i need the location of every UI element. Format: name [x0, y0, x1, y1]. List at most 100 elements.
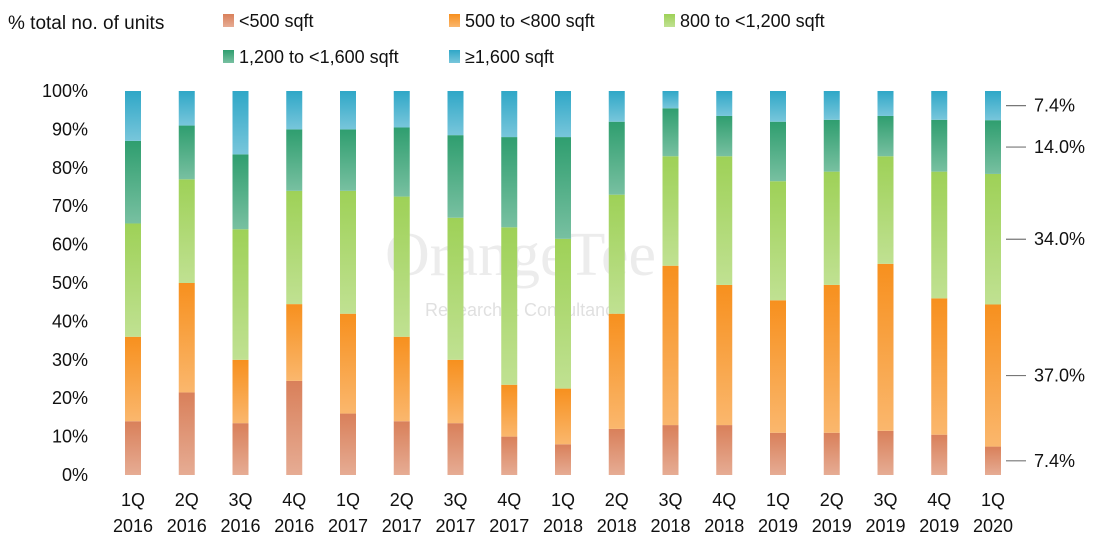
bar-segment	[340, 413, 356, 475]
bar-segment	[877, 430, 894, 475]
bar-segment	[985, 173, 1001, 305]
x-tick-label: 3Q	[873, 490, 897, 510]
bar-stack	[555, 91, 571, 475]
bar-segment	[340, 190, 356, 314]
x-tick-label: 2016	[274, 516, 314, 536]
bar-segment	[232, 154, 249, 230]
legend-swatch-800-to-1-200-sqft	[664, 14, 675, 27]
bar-segment	[286, 380, 303, 475]
bar-segment	[662, 91, 679, 109]
bar-segment	[770, 432, 786, 475]
bar-stack	[770, 91, 786, 475]
x-tick-label: 2018	[650, 516, 690, 536]
bar-segment	[286, 129, 303, 191]
bar-stack	[662, 91, 679, 475]
annotation-label: 37.0%	[1034, 366, 1085, 386]
bar-segment	[286, 304, 303, 381]
bar-segment	[393, 127, 410, 197]
x-tick-label: 2019	[919, 516, 959, 536]
bar-segment	[555, 444, 571, 475]
annotation-label: 7.4%	[1034, 451, 1075, 471]
x-tick-label: 3Q	[228, 490, 252, 510]
bars	[125, 91, 1001, 475]
bar-segment	[555, 388, 571, 445]
bar-segment	[340, 91, 356, 130]
bar-segment	[662, 156, 679, 266]
bar-segment	[823, 91, 840, 120]
y-axis-title: % total no. of units	[8, 13, 164, 34]
bar-segment	[447, 135, 464, 218]
y-tick-label: 90%	[52, 119, 88, 139]
x-tick-label: 1Q	[336, 490, 360, 510]
bar-segment	[931, 298, 948, 435]
bar-segment	[877, 115, 894, 157]
bar-segment	[608, 121, 625, 195]
x-tick-label: 2Q	[175, 490, 199, 510]
x-tick-label: 2019	[758, 516, 798, 536]
bar-segment	[662, 265, 679, 426]
bar-segment	[125, 421, 141, 475]
y-tick-label: 60%	[52, 235, 88, 255]
x-tick-label: 2Q	[820, 490, 844, 510]
legend: <500 sqft 500 to <800 sqft 800 to <1,200 s…	[223, 11, 825, 67]
x-tick-label: 4Q	[927, 490, 951, 510]
bar-stack	[931, 91, 948, 475]
x-tick-label: 2017	[328, 516, 368, 536]
bar-segment	[770, 181, 786, 301]
x-tick-label: 2016	[113, 516, 153, 536]
bar-segment	[232, 423, 249, 475]
x-tick-label: 4Q	[712, 490, 736, 510]
legend-label-1: <500 sqft	[239, 11, 314, 31]
bar-segment	[178, 125, 195, 180]
bar-stack	[823, 91, 840, 475]
bar-stack	[340, 91, 356, 475]
bar-segment	[985, 446, 1001, 475]
bar-segment	[823, 284, 840, 433]
bar-segment	[178, 392, 195, 475]
bar-segment	[393, 196, 410, 337]
bar-segment	[823, 119, 840, 172]
bar-segment	[931, 171, 948, 299]
x-axis-ticks: 1Q 2016 2Q 2016 3Q 2016 4Q 2016 1Q 2017 2Q 2017 3Q 20…	[113, 490, 1013, 536]
bar-segment	[178, 283, 195, 393]
x-tick-label: 2018	[597, 516, 637, 536]
bar-stack	[393, 91, 410, 475]
annotations: 7.4% 14.0% 34.0% 37.0% 7.4%	[1006, 96, 1085, 471]
bar-stack	[877, 91, 894, 475]
annotation-label: 7.4%	[1034, 96, 1075, 116]
bar-segment	[286, 91, 303, 130]
bar-segment	[447, 359, 464, 424]
bar-segment	[823, 171, 840, 285]
x-tick-label: 2017	[435, 516, 475, 536]
x-tick-label: 2020	[973, 516, 1013, 536]
x-tick-label: 1Q	[981, 490, 1005, 510]
bar-segment	[501, 436, 518, 475]
y-tick-label: 40%	[52, 311, 88, 331]
bar-segment	[716, 156, 733, 285]
x-tick-label: 2017	[382, 516, 422, 536]
bar-segment	[501, 227, 518, 385]
bar-segment	[555, 137, 571, 239]
bar-segment	[125, 223, 141, 337]
bar-segment	[447, 423, 464, 475]
bar-segment	[608, 428, 625, 475]
x-tick-label: 4Q	[282, 490, 306, 510]
x-tick-label: 1Q	[766, 490, 790, 510]
bar-segment	[555, 91, 571, 138]
bar-segment	[555, 238, 571, 389]
x-tick-label: 3Q	[443, 490, 467, 510]
bar-stack	[608, 91, 625, 475]
legend-swatch-1-200-to-1-600-sqft	[223, 50, 234, 63]
bar-stack	[716, 91, 733, 475]
legend-swatch-500-sqft	[223, 14, 234, 27]
bar-segment	[340, 313, 356, 414]
x-tick-label: 2017	[489, 516, 529, 536]
bar-stack	[178, 91, 195, 475]
bar-segment	[931, 119, 948, 172]
bar-segment	[716, 91, 733, 116]
x-tick-label: 2Q	[605, 490, 629, 510]
bar-stack	[125, 91, 141, 475]
y-tick-label: 30%	[52, 350, 88, 370]
bar-segment	[662, 425, 679, 475]
